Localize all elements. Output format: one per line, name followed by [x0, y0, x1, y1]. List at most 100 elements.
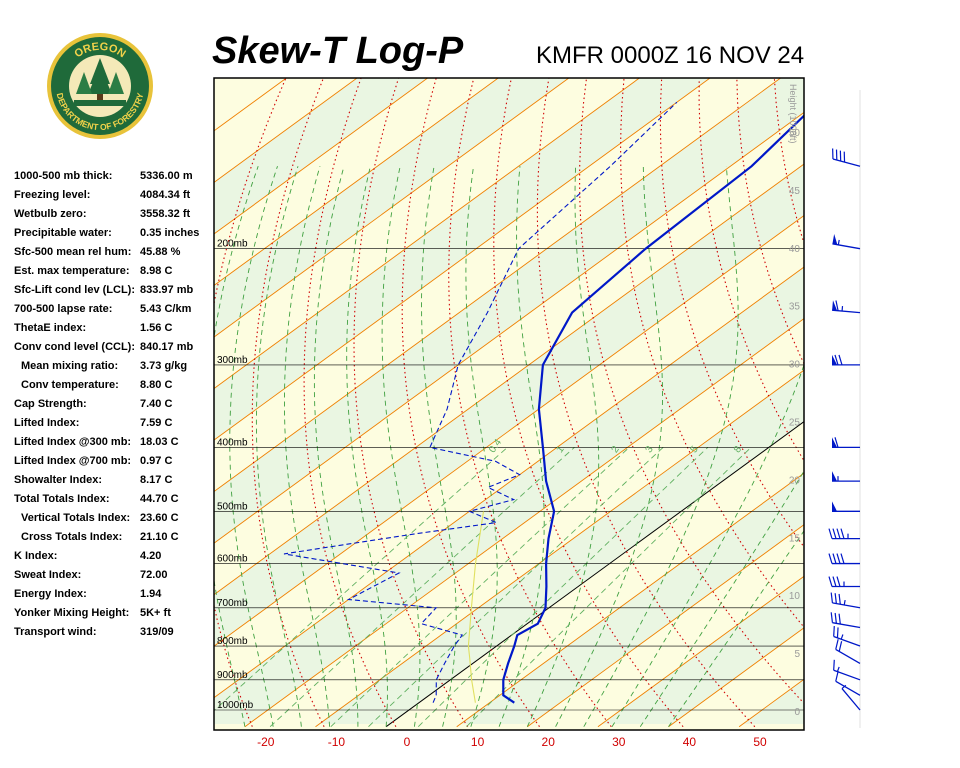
- isotherm-line: [214, 78, 358, 183]
- index-value: 5K+ ft: [140, 607, 171, 619]
- wind-barb: [832, 437, 860, 449]
- wind-barb-flag: [832, 471, 837, 482]
- wind-barb: [835, 639, 861, 664]
- isotherm-line: [214, 78, 429, 235]
- isotherm-line: [214, 163, 804, 596]
- index-row: Yonker Mixing Height: 5K+ ft: [14, 605, 212, 624]
- height-tick-label: 45: [789, 186, 801, 197]
- moist-adiabat: [229, 166, 278, 727]
- index-row: Cap Strength: 7.40 C: [14, 396, 212, 415]
- wind-barb-half: [841, 684, 847, 690]
- index-value: 4084.34 ft: [140, 189, 191, 201]
- isotherm-line: [597, 575, 804, 728]
- index-row: Conv temperature: 8.80 C: [14, 377, 212, 396]
- wind-barb: [828, 553, 860, 565]
- wind-barb-full: [834, 437, 839, 448]
- wind-barb-full: [835, 670, 839, 682]
- index-label: Lifted Index @700 mb:: [14, 455, 132, 467]
- wind-barb-full: [832, 553, 837, 564]
- index-value: 4.20: [140, 550, 162, 562]
- index-value: 1.56 C: [140, 322, 173, 334]
- dry-adiabat: [251, 78, 325, 727]
- temperature-trace: [502, 114, 804, 704]
- x-tick-label: 50: [753, 735, 767, 749]
- x-tick-label: 0: [404, 735, 411, 749]
- index-row: Showalter Index: 8.17 C: [14, 472, 212, 491]
- temperature-band: [214, 78, 804, 544]
- dry-adiabat: [401, 78, 540, 728]
- height-tick-label: 35: [789, 302, 801, 313]
- wind-barb-full: [836, 553, 841, 564]
- isotherm-line: [214, 266, 804, 699]
- index-label: 700-500 lapse rate:: [14, 303, 113, 315]
- plot-frame: [213, 77, 805, 731]
- wind-barb: [833, 659, 861, 681]
- index-label: Mean mixing ratio:: [21, 360, 119, 372]
- x-tick-label: 40: [683, 735, 697, 749]
- index-row: Precipitable water: 0.35 inches: [14, 225, 212, 244]
- wind-barb-full: [838, 354, 843, 366]
- wind-barb-full: [835, 639, 839, 650]
- index-value: 319/09: [140, 626, 174, 638]
- index-row: K Index: 4.20: [14, 548, 212, 567]
- index-value: 7.59 C: [140, 417, 173, 429]
- isotherm-line: [456, 472, 804, 728]
- moist-adiabat: [421, 166, 457, 727]
- index-value: 18.03 C: [140, 436, 179, 448]
- mixing-ratio-label: 3: [644, 444, 656, 455]
- mixing-ratio-line: [214, 447, 508, 712]
- index-value: 44.70 C: [140, 493, 179, 505]
- wind-barb-full: [828, 576, 833, 587]
- index-label: Showalter Index:: [14, 474, 103, 486]
- index-row: Lifted Index @700 mb: 0.97 C: [14, 453, 212, 472]
- moist-adiabat: [255, 166, 302, 727]
- wind-barb-full: [838, 641, 843, 652]
- wind-barb: [832, 471, 860, 482]
- wind-barb-flag: [832, 300, 838, 311]
- wind-barb-half: [837, 239, 840, 245]
- wind-barb: [832, 300, 861, 314]
- index-label: Lifted Index:: [14, 417, 80, 429]
- wind-barb-full: [838, 593, 841, 605]
- index-label: Wetbulb zero:: [14, 208, 87, 220]
- index-label: Energy Index:: [14, 588, 87, 600]
- height-tick-label: 10: [789, 591, 801, 602]
- index-value: 1.94: [140, 588, 162, 600]
- index-row: Cross Totals Index: 21.10 C: [14, 529, 212, 548]
- index-label: Cap Strength:: [14, 398, 87, 410]
- wind-barb-full: [836, 576, 841, 587]
- index-value: 5336.00 m: [140, 170, 193, 182]
- moist-adiabat: [465, 166, 498, 727]
- wind-barb-staff: [832, 602, 861, 609]
- x-tick-label: 30: [612, 735, 626, 749]
- wind-barb-staff: [835, 648, 861, 664]
- index-value: 8.80 C: [140, 379, 173, 391]
- height-tick-label: 30: [789, 360, 801, 371]
- pressure-label: 300mb: [217, 355, 248, 366]
- stability-indices-panel: 1000-500 mb thick: 5336.00 m Freezing leve…: [14, 168, 212, 643]
- index-label: 1000-500 mb thick:: [14, 170, 113, 182]
- wind-barb-full: [832, 528, 837, 539]
- wind-barb-flag: [832, 354, 837, 365]
- wind-barb-flag: [832, 501, 837, 512]
- mixing-ratio-line: [417, 447, 709, 728]
- index-value: 833.97 mb: [140, 284, 194, 296]
- index-value: 5.43 C/km: [140, 303, 192, 315]
- index-label: Est. max temperature:: [14, 265, 130, 277]
- moist-adiabat: [313, 166, 359, 727]
- x-tick-label: -10: [328, 735, 346, 749]
- wind-barb: [835, 670, 861, 696]
- isotherm-line: [214, 214, 804, 647]
- index-label: Freezing level:: [14, 189, 91, 201]
- wind-barb-full: [828, 528, 833, 539]
- height-tick-label: 25: [789, 418, 801, 429]
- isotherm-line: [244, 318, 804, 728]
- tree-icon: [74, 58, 126, 106]
- wind-barb-staff: [841, 688, 861, 711]
- wind-barb-full: [828, 553, 833, 564]
- wind-barb-flag: [832, 233, 838, 245]
- index-row: Lifted Index: 7.59 C: [14, 415, 212, 434]
- wind-barb-full: [833, 626, 835, 637]
- index-row: 700-500 lapse rate: 5.43 C/km: [14, 301, 212, 320]
- moist-adiabat: [583, 166, 739, 727]
